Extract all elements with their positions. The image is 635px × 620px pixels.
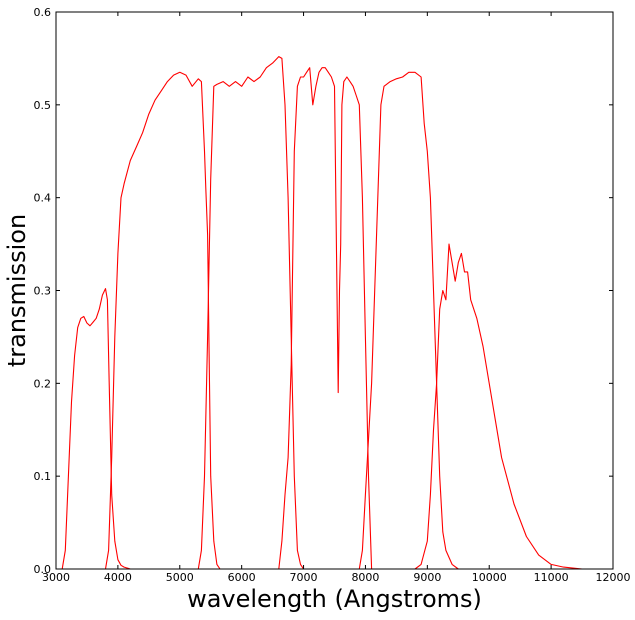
x-tick-label: 9000 xyxy=(413,571,441,584)
series-line-3 xyxy=(197,56,305,570)
y-tick-label: 0.3 xyxy=(34,285,52,298)
series-line-2 xyxy=(104,71,221,570)
y-tick-label: 0.2 xyxy=(34,377,52,390)
y-tick-label: 0.6 xyxy=(34,6,52,19)
series-line-4 xyxy=(278,67,373,570)
plot-lines xyxy=(61,56,583,570)
x-tick-label: 10000 xyxy=(472,571,507,584)
x-tick-label: 12000 xyxy=(596,571,631,584)
x-tick-label: 7000 xyxy=(290,571,318,584)
y-tick-label: 0.0 xyxy=(34,563,52,576)
y-axis-label: transmission xyxy=(3,214,31,367)
y-tick-label: 0.4 xyxy=(34,192,52,205)
y-axis: 0.0 0.1 0.2 0.3 0.4 0.5 0.6 xyxy=(34,6,613,576)
x-tick-label: 8000 xyxy=(351,571,379,584)
x-tick-label: 4000 xyxy=(104,571,132,584)
x-axis: 3000 4000 5000 6000 7000 8000 9000 10000 11000 12… xyxy=(42,12,631,584)
series-line-5 xyxy=(358,71,459,570)
series-line-1 xyxy=(61,288,131,570)
x-tick-label: 3000 xyxy=(42,571,70,584)
series-line-6 xyxy=(414,243,583,570)
x-axis-label: wavelength (Angstroms) xyxy=(187,585,482,613)
y-tick-label: 0.5 xyxy=(34,99,52,112)
x-tick-label: 5000 xyxy=(166,571,194,584)
x-tick-label: 6000 xyxy=(228,571,256,584)
x-tick-label: 11000 xyxy=(534,571,569,584)
y-tick-label: 0.1 xyxy=(34,470,52,483)
